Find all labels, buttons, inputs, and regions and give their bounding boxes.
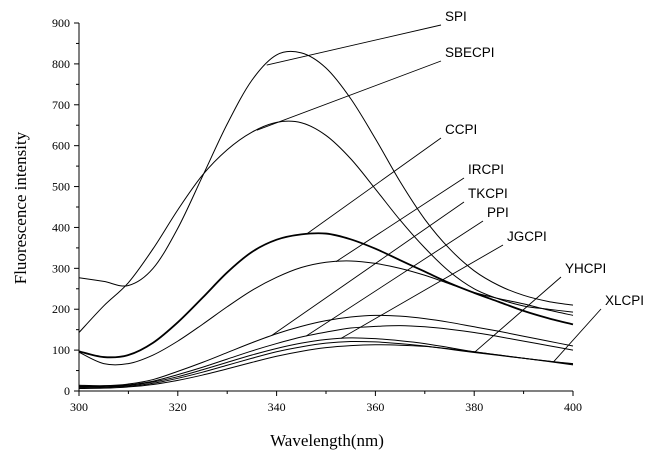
y-tick-label: 500: [52, 180, 70, 194]
y-tick-label: 600: [52, 139, 70, 153]
series-label-ccpi: CCPI: [445, 122, 477, 137]
x-tick-label: 400: [564, 400, 582, 414]
x-tick-label: 320: [169, 400, 187, 414]
leader-line-ccpi: [305, 137, 442, 235]
y-tick-label: 900: [52, 16, 70, 30]
series-line-spi: [78, 50, 574, 306]
y-tick-label: 400: [52, 220, 70, 234]
x-tick-label: 300: [70, 400, 88, 414]
x-axis-title: Wavelength(nm): [270, 431, 384, 450]
series-line-tkcpi: [78, 314, 574, 387]
x-tick-label: 380: [465, 400, 483, 414]
leader-line-ircpi: [335, 177, 465, 263]
leader-line-tkcpi: [271, 201, 465, 336]
chart-series-labels: SPI SBECPI CCPI IRCPI TKCPI PPI JGCPI YHCPI XLCP…: [445, 9, 644, 308]
series-label-xlcpi: XLCPI: [605, 293, 644, 308]
leader-line-ppi: [305, 220, 484, 337]
y-tick-label: 300: [52, 261, 70, 275]
x-tick-label: 340: [268, 400, 286, 414]
leader-line-spi: [266, 24, 442, 66]
leader-line-yhcpi: [473, 276, 562, 353]
chart-label-leaders: [256, 24, 602, 363]
series-label-sbecpi: SBECPI: [445, 45, 495, 60]
series-label-ircpi: IRCPI: [468, 162, 504, 177]
y-axis-title: Fluorescence intensity: [11, 131, 30, 284]
series-line-ircpi: [78, 260, 574, 366]
x-tick-label: 360: [366, 400, 384, 414]
chart-curves: [78, 50, 574, 390]
leader-line-sbecpi: [256, 60, 442, 131]
y-tick-label: 800: [52, 57, 70, 71]
series-label-jgcpi: JGCPI: [507, 229, 547, 244]
leader-line-jgcpi: [340, 244, 504, 339]
series-line-ppi: [78, 325, 574, 387]
y-tick-label: 700: [52, 98, 70, 112]
y-tick-label: 200: [52, 302, 70, 316]
leader-line-xlcpi: [552, 308, 602, 363]
series-line-xlcpi: [78, 344, 574, 390]
series-label-yhcpi: YHCPI: [565, 261, 606, 276]
series-label-ppi: PPI: [487, 205, 509, 220]
series-label-spi: SPI: [445, 9, 467, 24]
series-label-tkcpi: TKCPI: [468, 186, 508, 201]
chart-ticks: 0 100 200 300 400 500 600 700 800 900 300 320 340 360…: [52, 16, 582, 414]
y-tick-label: 0: [64, 384, 70, 398]
y-tick-label: 100: [52, 343, 70, 357]
series-line-yhcpi: [78, 340, 574, 389]
series-line-sbecpi: [78, 120, 574, 333]
series-line-ccpi: [78, 232, 574, 359]
